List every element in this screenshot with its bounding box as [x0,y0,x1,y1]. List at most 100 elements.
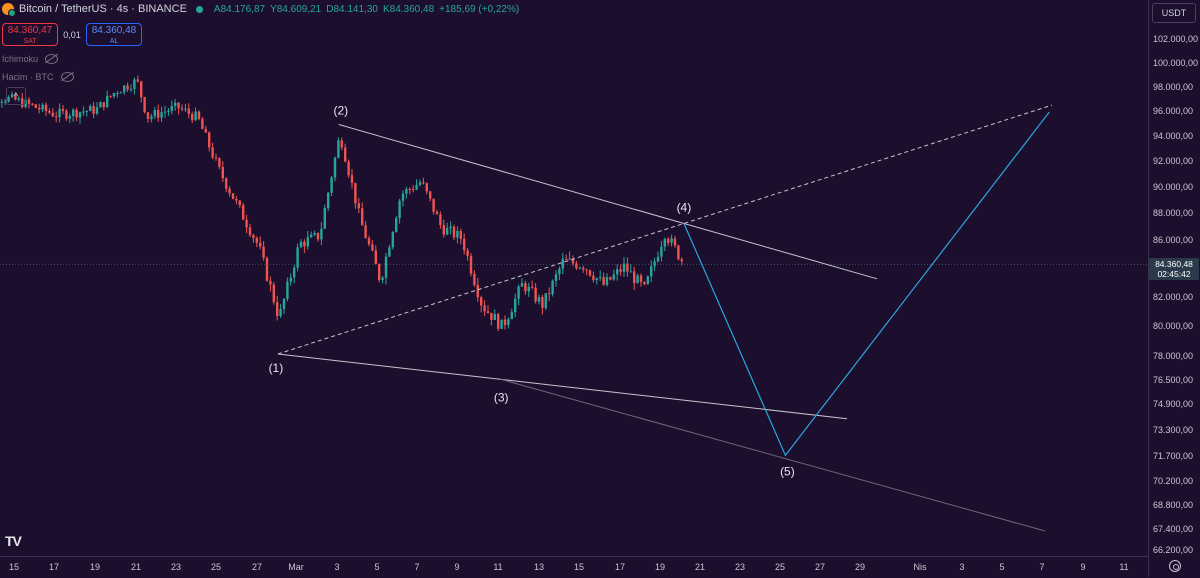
buy-price: 84.360,48 [91,25,137,36]
candle-up [507,319,510,325]
collapse-indicators-button[interactable]: ^ [6,87,26,105]
candle-down [667,238,670,243]
price-tick-label: 100.000,00 [1153,58,1199,68]
candle-down [34,104,37,108]
candle-up [527,286,530,292]
price-tick-label: 71.700,00 [1153,451,1194,461]
candle-down [602,277,605,285]
candle-up [398,200,401,219]
candle-down [204,129,207,133]
candle-up [327,192,330,208]
sell-button[interactable]: 84.360,47 SAT [2,23,58,46]
candle-down [571,258,575,264]
eye-hidden-icon[interactable] [45,54,59,64]
candle-down [633,271,636,284]
candle-up [578,267,581,269]
candle-down [259,242,262,247]
candle-down [48,110,51,113]
price-tick-label: 78.000,00 [1153,351,1194,361]
eye-hidden-icon[interactable] [60,72,74,82]
chart-canvas[interactable]: (1) (2) (3) (4) (5) [0,0,1148,556]
chart-plot-area[interactable]: (1) (2) (3) (4) (5) [0,0,1148,556]
candle-up [595,278,598,281]
candle-up [323,207,326,229]
candle-down [582,267,585,270]
buy-label: AL [109,38,119,45]
currency-button[interactable]: USDT [1152,3,1196,23]
candle-down [44,104,48,111]
price-tick-label: 73.300,00 [1153,425,1194,435]
time-tick-label: 13 [533,562,545,572]
candle-up [95,107,99,114]
price-tick-label: 98.000,00 [1153,82,1194,92]
time-tick-label: 5 [999,562,1005,572]
candle-up [605,277,609,285]
dashed-trendline [277,104,1053,355]
candle-down [490,312,493,320]
candle-down [38,107,41,110]
candle-down [466,250,469,257]
candle-up [106,95,109,108]
candle-down [248,227,252,236]
candle-down [534,287,537,302]
price-tick-label: 66.200,00 [1153,545,1194,555]
price-axis[interactable]: 102.000,00 100.000,00 98.000,00 96.000,00 94… [1148,0,1200,577]
candle-up [510,312,513,320]
candle-down [378,264,381,280]
candle-up [514,298,517,313]
candle-down [367,238,371,245]
settings-icon[interactable] [1169,560,1181,572]
candle-down [609,277,612,280]
indicator-ichimoku[interactable]: Ichimoku [2,54,59,64]
time-axis[interactable]: 15 17 19 21 23 25 27 Mar 3 5 7 9 11 13 15 17 19 21 23 25 27 2… [0,556,1148,578]
candle-down [497,314,500,329]
symbol-title[interactable]: Bitcoin / TetherUS · 4s · BINANCE [19,3,187,15]
candle-down [680,259,683,262]
candle-up [7,96,10,102]
time-tick-label: 23 [734,562,746,572]
candle-up [116,92,119,94]
candle-down [252,235,255,238]
candle-down [480,297,483,306]
price-tick-label: 94.000,00 [1153,131,1194,141]
buy-button[interactable]: 84.360,48 AL [86,23,142,46]
candle-up [337,140,340,158]
candle-up [558,268,561,275]
candle-down [242,205,245,220]
candle-up [388,247,391,257]
ohlc-low: D84.141,30 [326,3,378,15]
candle-up [670,238,673,243]
price-tick-label: 92.000,00 [1153,156,1194,166]
candle-down [371,244,374,251]
candle-down [531,286,534,288]
candle-down [340,140,343,148]
candle-up [320,228,323,240]
price-tick-label: 102.000,00 [1153,34,1199,44]
bitcoin-icon [2,3,16,17]
time-tick-label: 9 [454,562,460,572]
candle-up [333,157,337,178]
candle-down [673,238,677,246]
candle-down [473,273,476,285]
candle-up [299,241,303,248]
candle-up [551,280,554,295]
candle-down [425,183,428,192]
candle-up [99,102,102,108]
candle-down [187,108,190,114]
candle-up [656,256,660,262]
price-tick-label: 74.900,00 [1153,399,1194,409]
candle-up [72,109,75,116]
candle-up [561,258,564,269]
tradingview-logo-icon[interactable]: TV [5,533,22,549]
upper-trendline [338,124,878,280]
candle-down [459,231,462,239]
candle-down [435,211,439,215]
candle-up [170,105,173,112]
last-price-label: 84.360,48 02:45:42 [1149,258,1199,280]
candle-up [310,234,313,238]
ohlc-high: Y84.609,21 [270,3,322,15]
candle-down [208,132,211,148]
indicator-volume[interactable]: Hacim · BTC [2,72,74,82]
time-tick-label: 21 [694,562,706,572]
candle-up [663,238,666,247]
